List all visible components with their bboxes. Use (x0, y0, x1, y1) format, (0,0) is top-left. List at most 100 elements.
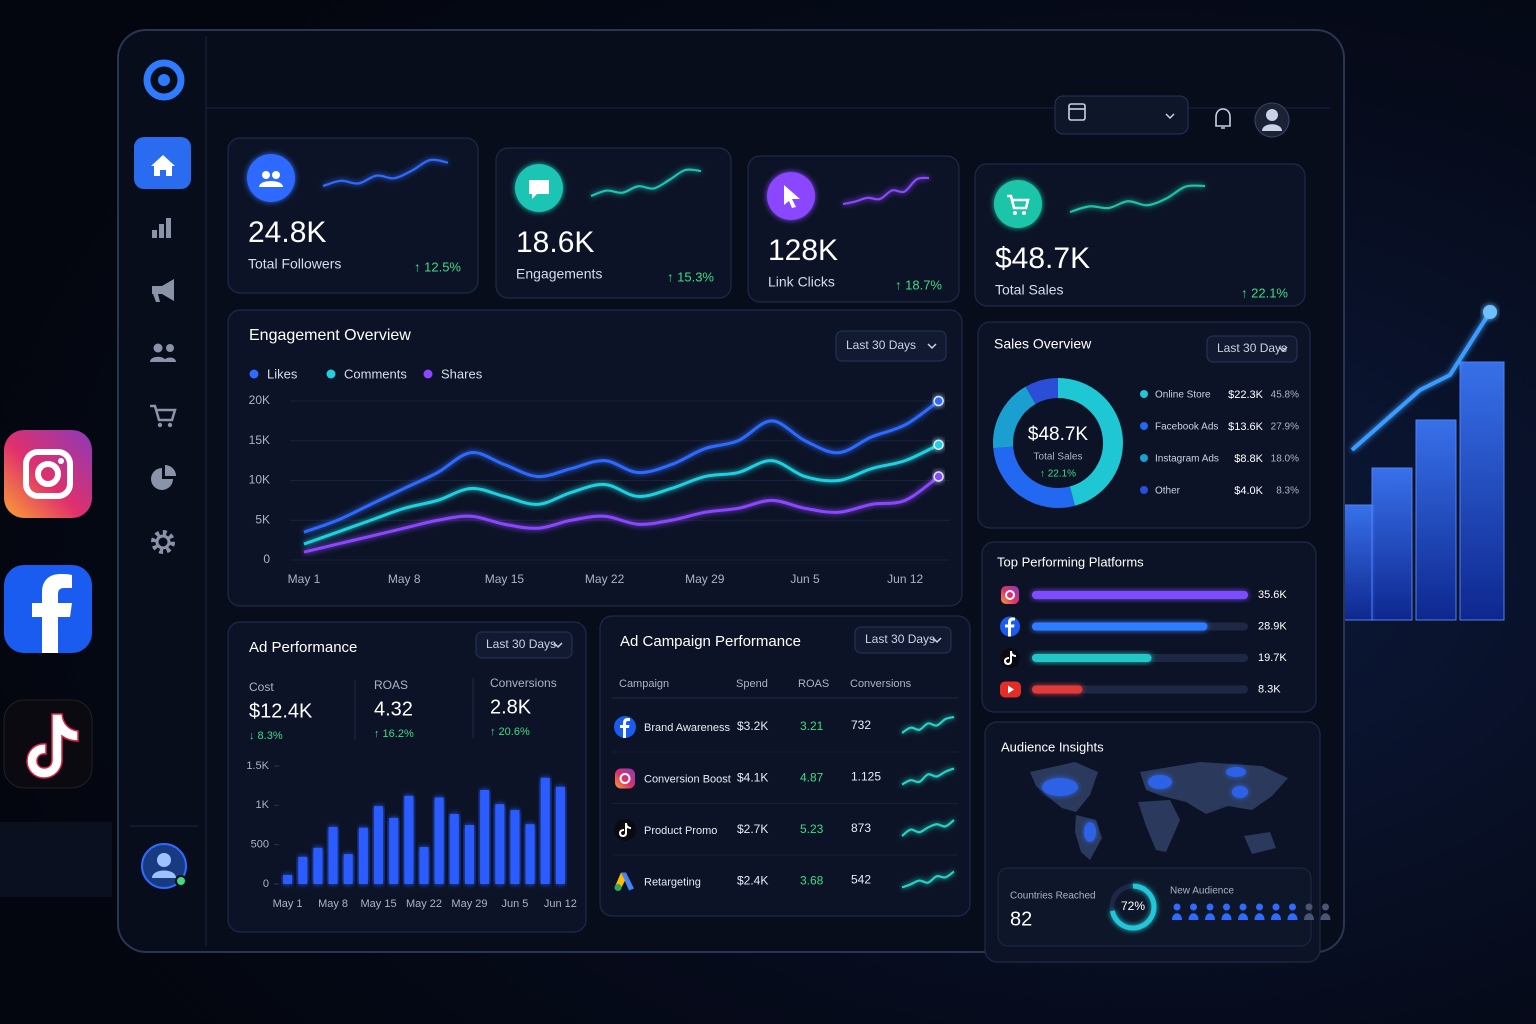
sparkline (322, 158, 449, 188)
map-highlight (1226, 767, 1246, 777)
legend-amount: $8.8K (1234, 453, 1263, 465)
bar (1032, 685, 1083, 694)
filter-dropdown[interactable] (475, 631, 573, 659)
date-picker[interactable] (1054, 95, 1189, 135)
kpi-icon-glyph (1022, 211, 1026, 215)
legend-dot (249, 369, 259, 379)
legend-amount: $13.6K (1228, 421, 1264, 433)
panel (227, 309, 963, 607)
campaign-conversions: 873 (851, 821, 871, 835)
campaign-spend: $2.4K (737, 874, 768, 888)
legend-label: Likes (267, 366, 298, 381)
person-icon (1254, 913, 1265, 920)
nav-shop-icon[interactable] (157, 422, 163, 428)
person-icon (1239, 903, 1247, 911)
person-icon (1322, 903, 1329, 911)
sparkline (842, 176, 930, 206)
legend-dot (1140, 390, 1148, 398)
nav-audience-icon[interactable] (166, 344, 174, 352)
legend-label: Other (1155, 486, 1181, 497)
person-icon (1190, 903, 1197, 911)
donut-segment (1057, 378, 1123, 506)
y-tick-label: 1.5K (246, 760, 269, 772)
nav-campaigns-icon[interactable] (152, 279, 174, 302)
sparkline (901, 715, 955, 734)
person-icon (1304, 913, 1314, 920)
nav-analytics-icon[interactable] (152, 230, 157, 238)
panel-title: Ad Campaign Performance (620, 633, 801, 650)
campaign-roas: 3.21 (800, 719, 824, 733)
nav-reports-icon[interactable] (151, 468, 173, 490)
filter-dropdown[interactable] (854, 626, 952, 654)
sparkline (901, 767, 955, 786)
legend-label: Instagram Ads (1155, 454, 1219, 465)
bar (1032, 622, 1208, 631)
stat-label: New Audience (1170, 886, 1234, 897)
nav-shop-icon[interactable] (167, 422, 173, 428)
campaign-roas: 5.23 (800, 822, 824, 836)
bar (404, 795, 414, 884)
filter-dropdown[interactable] (1206, 335, 1298, 363)
panel (599, 615, 971, 917)
campaign-conversions: 542 (851, 873, 871, 887)
bar (358, 827, 368, 884)
chevron (932, 637, 942, 644)
kpi-change: ↑ 22.1% (1241, 285, 1288, 300)
nav-settings-icon[interactable] (151, 530, 175, 554)
campaign-roas: 4.87 (800, 771, 824, 785)
nav-settings-icon[interactable] (155, 534, 171, 550)
y-tick-label: 0 (263, 552, 270, 566)
legend-amount: $4.0K (1234, 485, 1263, 497)
nav-audience-icon[interactable] (150, 356, 176, 362)
campaign-name: Conversion Boost (644, 773, 731, 785)
legend-label: Facebook Ads (1155, 422, 1218, 433)
x-tick-label: May 1 (288, 572, 321, 586)
kpi-label: Total Sales (995, 282, 1063, 298)
map-highlight (1042, 778, 1078, 796)
nav-analytics-icon[interactable] (159, 224, 164, 238)
kpi-change: ↑ 18.7% (895, 277, 942, 292)
filter-dropdown[interactable] (835, 330, 947, 362)
y-tick-label: 0 (263, 878, 269, 890)
person-icon (1320, 913, 1331, 920)
row-icon (619, 773, 631, 784)
nav-reports-icon[interactable] (165, 465, 176, 476)
bar (525, 824, 535, 884)
nav-shop-icon[interactable] (150, 404, 177, 422)
stat-change: ↓ 8.3% (249, 730, 283, 742)
row-icon (621, 872, 634, 891)
stat-change: ↑ 20.6% (490, 726, 530, 738)
bar (343, 854, 353, 884)
legend-percent: 8.3% (1276, 486, 1299, 497)
bar-value-label: 19.7K (1258, 652, 1287, 664)
decor-bar (1371, 467, 1413, 621)
campaign-spend: $3.2K (737, 719, 768, 733)
platform-icon (1005, 590, 1015, 600)
nav-analytics-icon[interactable] (166, 218, 171, 238)
panel-title: Audience Insights (1001, 739, 1104, 754)
table-header: Spend (736, 678, 768, 690)
legend-percent: 45.8% (1271, 390, 1299, 401)
x-tick-label: May 29 (451, 898, 487, 910)
table-header: Conversions (850, 678, 912, 690)
chevron (1278, 346, 1288, 353)
stat-value: 82 (1010, 908, 1032, 930)
panel-title: Top Performing Platforms (997, 554, 1144, 569)
filter-dropdown-label: Last 30 Days (846, 338, 916, 352)
decor-bar (1415, 419, 1457, 621)
legend-label: Comments (344, 366, 407, 381)
nav-audience-icon[interactable] (153, 343, 163, 353)
panel (227, 621, 587, 933)
app-logo-core (158, 74, 170, 86)
y-tick-label: 500 (251, 839, 269, 851)
nav-home-icon[interactable] (151, 155, 175, 176)
kpi-value: $48.7K (995, 242, 1090, 275)
kpi-change: ↑ 12.5% (414, 259, 461, 274)
donut-center-value: $48.7K (1028, 424, 1089, 445)
campaign-name: Retargeting (644, 876, 701, 888)
campaign-roas: 3.68 (800, 874, 824, 888)
decor-growth-line (1350, 310, 1492, 452)
notification-bell[interactable] (1215, 108, 1231, 129)
kpi-change: ↑ 15.3% (667, 269, 714, 284)
